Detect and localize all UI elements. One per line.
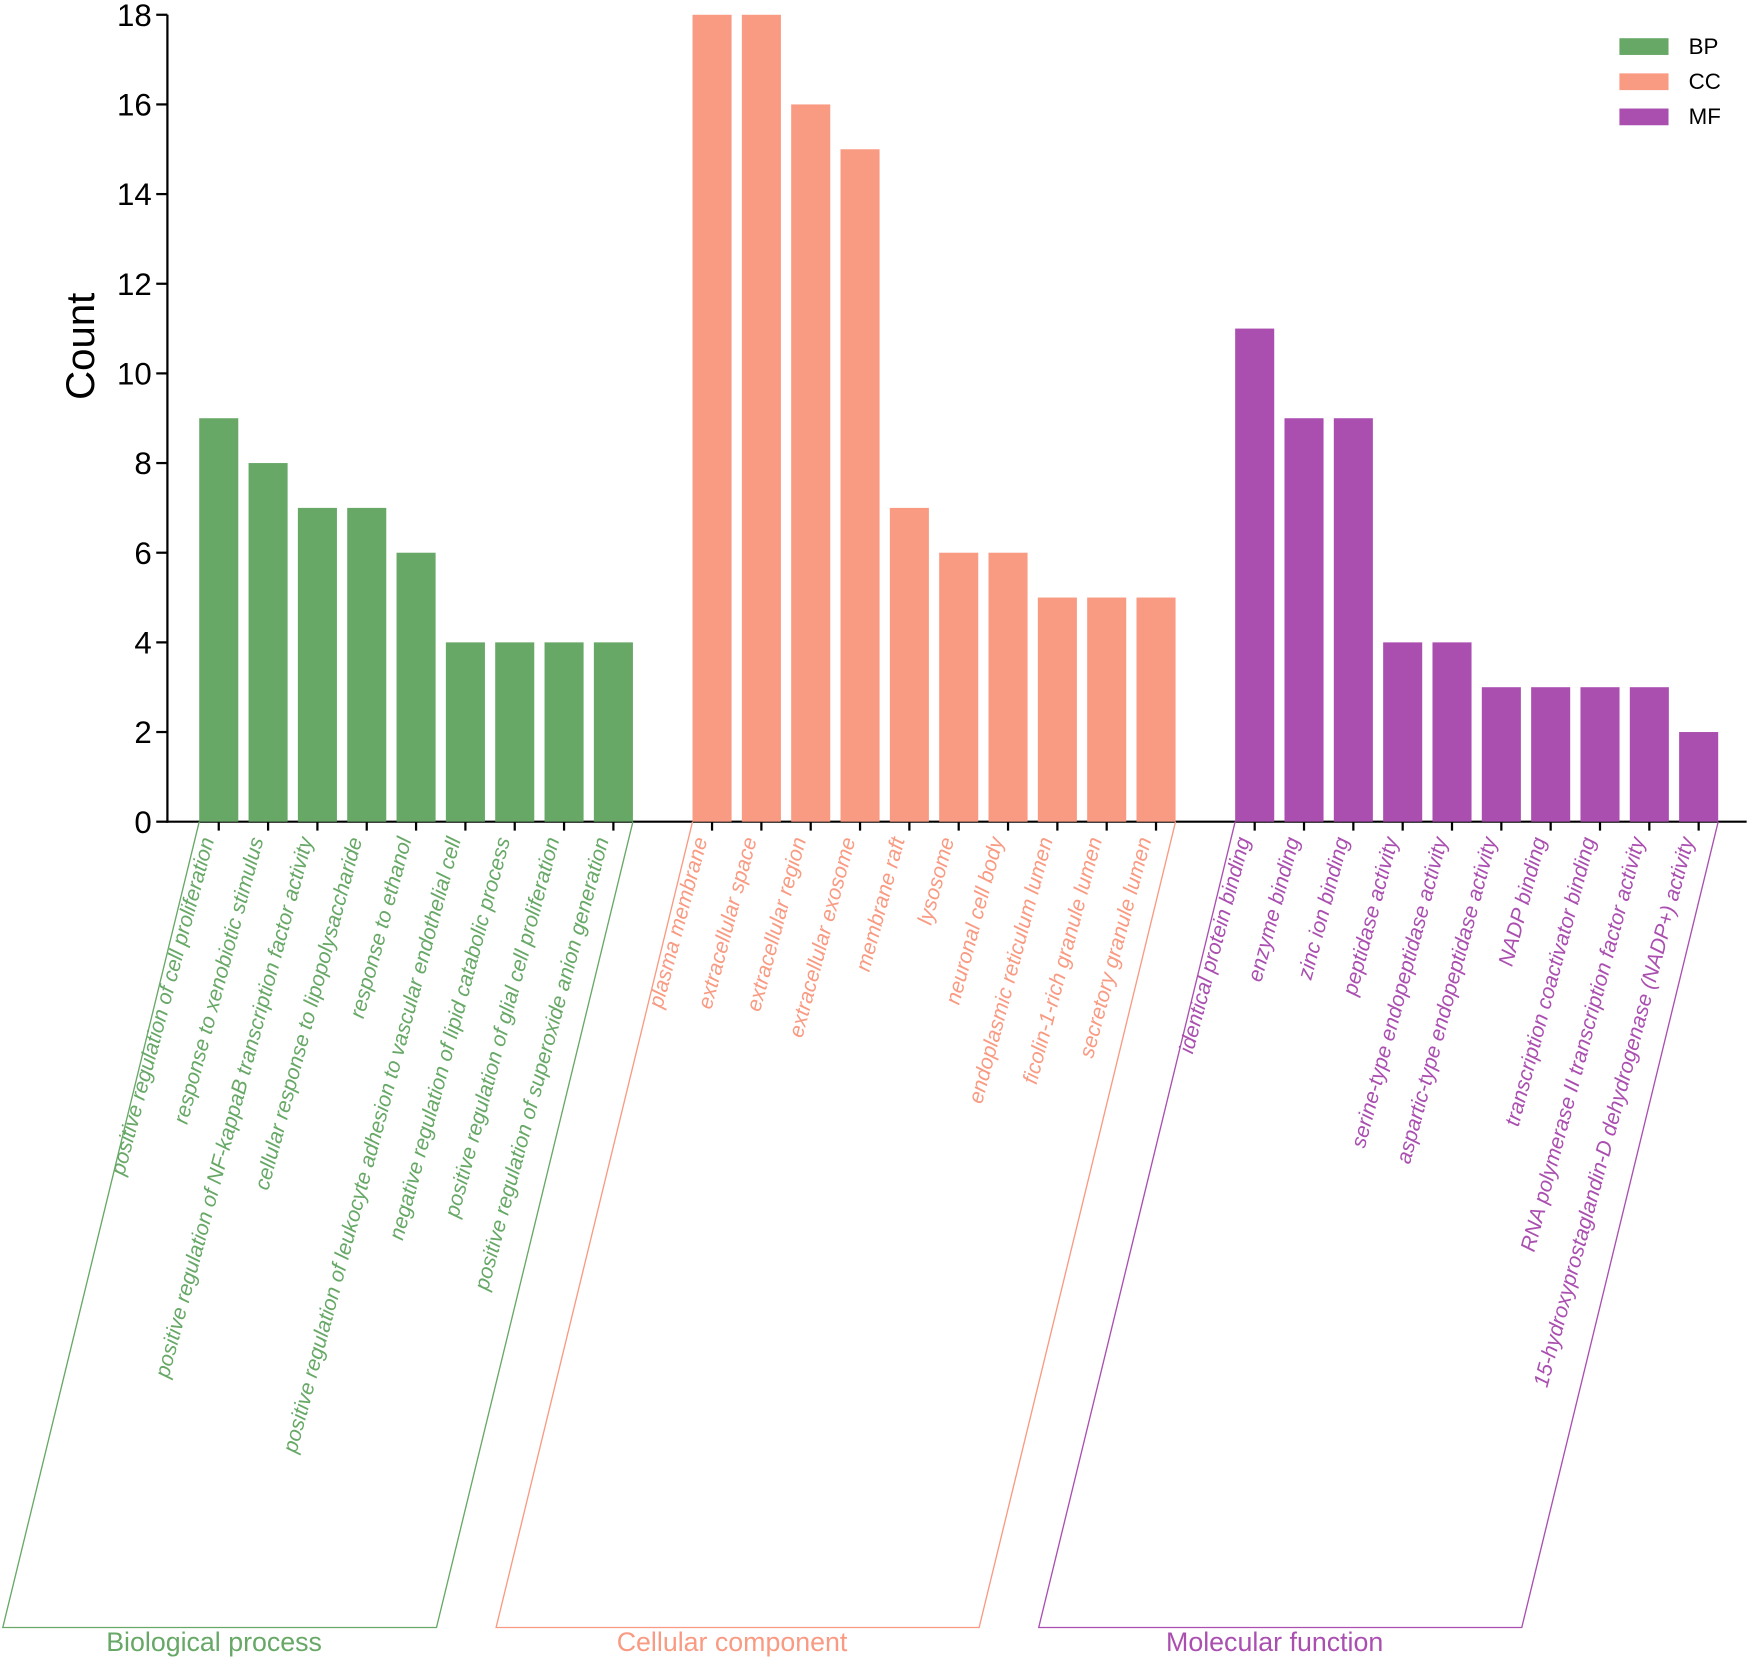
bar-mf [1531, 687, 1571, 822]
bracket-cc [495, 821, 1177, 1629]
bar-mf [1629, 687, 1669, 822]
bar-cc [741, 14, 781, 822]
y-axis-label: Count [58, 293, 103, 400]
bar-cc [988, 552, 1028, 822]
bar-cc [1087, 597, 1127, 822]
bar-mf [1481, 687, 1521, 822]
legend-swatch-bp [1619, 38, 1669, 55]
x-tick-label: zinc ion binding [1293, 835, 1353, 983]
group-label-bp: Biological process [106, 1627, 322, 1657]
bar-cc [692, 14, 732, 822]
bracket-bp [1, 821, 634, 1629]
y-tick-label: 16 [117, 88, 152, 123]
x-tick-label: membrane raft [852, 834, 910, 974]
group-brackets: Biological process Cellular component Mole… [1, 821, 1719, 1657]
y-tick-label: 10 [117, 357, 152, 392]
y-tick-label: 6 [134, 536, 151, 571]
bar-cc [1037, 597, 1077, 822]
legend-label-mf: MF [1689, 104, 1721, 129]
bar-mf [1679, 732, 1719, 822]
bar-cc [791, 104, 831, 822]
legend: BP CC MF [1619, 34, 1721, 129]
bar-mf [1235, 328, 1275, 822]
group-label-cc: Cellular component [617, 1627, 848, 1657]
x-tick-label: NADP binding [1495, 835, 1552, 969]
legend-swatch-mf [1619, 108, 1669, 126]
bar-cc [1136, 597, 1176, 822]
x-tick-labels: positive regulation of cell proliferatio… [106, 834, 1699, 1457]
bracket-mf [1037, 821, 1719, 1629]
bar-bp [445, 642, 485, 822]
bar-bp [495, 642, 535, 822]
x-tick-label: identical protein binding [1175, 835, 1255, 1056]
bar-bp [199, 418, 239, 822]
bar-mf [1432, 642, 1472, 822]
bar-cc [939, 552, 979, 822]
y-tick-label: 14 [117, 177, 152, 212]
y-tick-label: 2 [134, 715, 151, 750]
bar-bp [297, 507, 337, 822]
x-tick-label: enzyme binding [1244, 835, 1305, 985]
bar-bp [347, 507, 387, 822]
bar-mf [1383, 642, 1423, 822]
bar-mf [1333, 418, 1373, 822]
legend-label-cc: CC [1689, 69, 1721, 94]
y-tick-label: 0 [134, 805, 151, 840]
y-tick-label: 4 [134, 626, 151, 661]
x-tick-label: lysosome [914, 835, 959, 927]
bar-mf [1580, 687, 1620, 822]
legend-label-bp: BP [1689, 34, 1719, 59]
bar-cc [889, 507, 929, 822]
bar-mf [1284, 418, 1324, 822]
legend-swatch-cc [1619, 73, 1669, 91]
bar-bp [593, 642, 633, 822]
y-tick-label: 12 [117, 267, 152, 302]
bar-bp [248, 463, 288, 822]
bar-bp [544, 642, 584, 822]
y-tick-label: 8 [134, 446, 151, 481]
group-label-mf: Molecular function [1166, 1627, 1383, 1657]
bar-cc [840, 149, 880, 822]
bar-bp [396, 552, 436, 822]
y-tick-label: 18 [117, 0, 152, 33]
bars [199, 14, 1719, 822]
